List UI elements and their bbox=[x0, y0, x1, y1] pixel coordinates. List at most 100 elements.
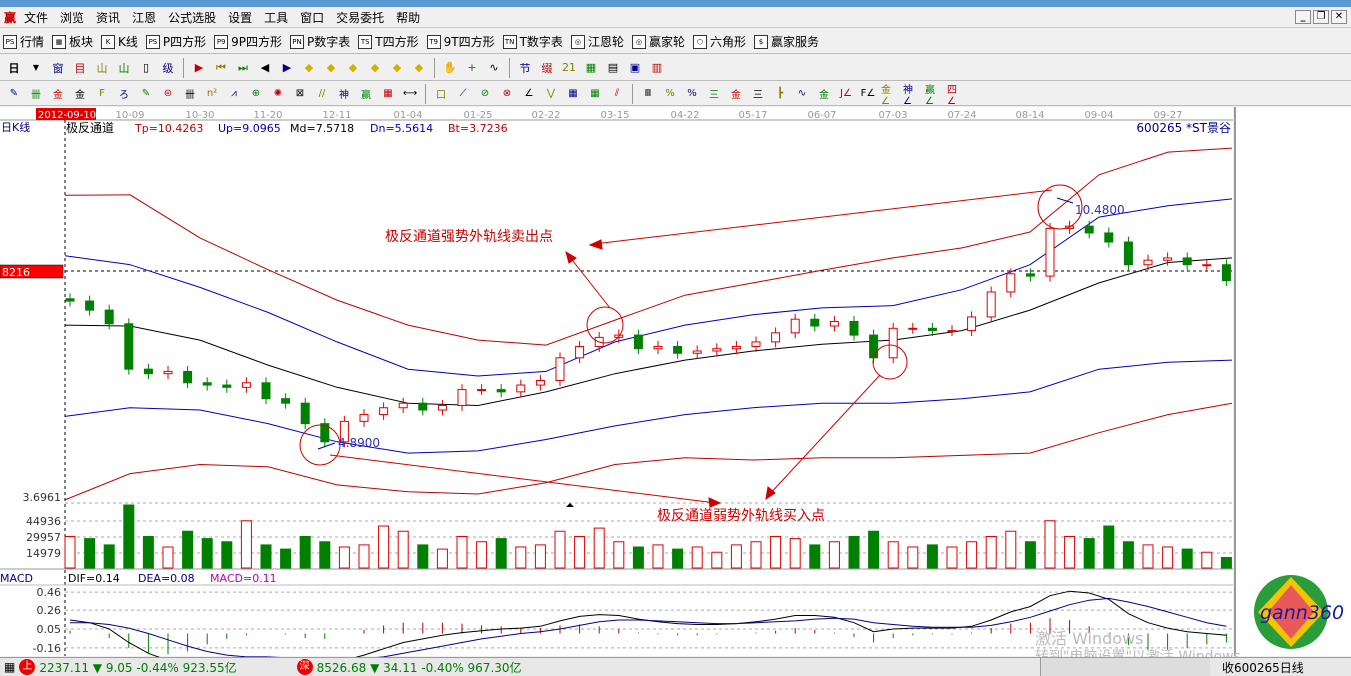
tool-icon[interactable]: 窗 bbox=[52, 61, 64, 75]
tool-icon[interactable]: ▤ bbox=[607, 61, 619, 74]
drawing-tool-icon[interactable]: J∠ bbox=[840, 88, 852, 99]
drawing-tool-icon[interactable]: F bbox=[99, 88, 105, 99]
tool-icon[interactable]: 缀 bbox=[541, 61, 553, 75]
menu-item[interactable]: 江恩 bbox=[132, 10, 157, 25]
drawing-tool-icon[interactable]: ろ bbox=[119, 90, 129, 101]
tool-icon[interactable]: 级 bbox=[162, 61, 174, 75]
toolbar-button[interactable]: P9 9P四方形 bbox=[214, 33, 282, 50]
period-selector[interactable]: 日 bbox=[8, 61, 20, 75]
toolbar-button[interactable]: $ 赢家服务 bbox=[753, 33, 819, 50]
drawing-tool-icon[interactable]: 赢 bbox=[361, 90, 371, 101]
drawing-tool-icon[interactable]: ⊜ bbox=[163, 88, 173, 99]
tool-icon[interactable]: ◆ bbox=[326, 61, 336, 74]
drawing-tool-icon[interactable]: ⊘ bbox=[480, 88, 490, 99]
drawing-tool-icon[interactable]: ⟋ bbox=[459, 88, 467, 99]
drawing-tool-icon[interactable]: ✎ bbox=[9, 88, 19, 99]
menu-item[interactable]: 帮助 bbox=[396, 10, 421, 25]
menu-item[interactable]: 资讯 bbox=[96, 10, 121, 25]
drawing-tool-icon[interactable]: ⊠ bbox=[295, 88, 305, 99]
tool-icon[interactable]: ◆ bbox=[392, 61, 402, 74]
restore-button[interactable]: ❐ bbox=[1313, 10, 1329, 24]
menu-item[interactable]: 浏览 bbox=[60, 10, 85, 25]
tool-icon[interactable]: 山 bbox=[118, 61, 130, 75]
toolbar-button[interactable]: ▦ 板块 bbox=[52, 33, 93, 50]
tool-icon[interactable]: ∿ bbox=[489, 61, 499, 74]
drawing-tool-icon[interactable]: F∠ bbox=[860, 88, 876, 99]
tool-icon[interactable]: 目 bbox=[74, 61, 86, 75]
drawing-tool-icon[interactable]: ▦ bbox=[383, 88, 393, 99]
drawing-tool-icon[interactable]: 赢∠ bbox=[925, 84, 935, 107]
toolbar-button[interactable]: PS 行情 bbox=[3, 33, 44, 50]
menu-item[interactable]: 公式选股 bbox=[168, 10, 217, 25]
toolbar-button[interactable]: PS P四方形 bbox=[145, 33, 206, 50]
drawing-tool-icon[interactable]: 金 bbox=[731, 90, 741, 101]
drawing-tool-icon[interactable]: ▦ bbox=[590, 88, 600, 99]
tool-icon[interactable]: ⏮ bbox=[216, 60, 226, 74]
drawing-tool-icon[interactable]: ┣ bbox=[776, 88, 784, 99]
tool-icon[interactable]: ◆ bbox=[348, 61, 358, 74]
tool-icon[interactable]: ▦ bbox=[585, 61, 597, 74]
drawing-tool-icon[interactable]: ⫽ bbox=[614, 88, 620, 99]
drawing-tool-icon[interactable]: 卌 bbox=[185, 90, 195, 101]
tool-icon[interactable]: ▶ bbox=[194, 61, 204, 74]
tool-icon[interactable]: ✋ bbox=[443, 61, 457, 74]
calendar-icon[interactable]: ▦ bbox=[4, 660, 16, 674]
drawing-tool-icon[interactable]: n² bbox=[206, 88, 218, 99]
drawing-tool-icon[interactable]: 金 bbox=[819, 90, 829, 101]
toolbar-button[interactable]: ◎ 赢家轮 bbox=[631, 33, 685, 50]
drawing-tool-icon[interactable]: ⟷ bbox=[402, 88, 418, 99]
drawing-tool-icon[interactable]: 神∠ bbox=[903, 84, 913, 107]
drawing-tool-icon[interactable]: 卌 bbox=[31, 90, 41, 101]
toolbar-button[interactable]: ⬡ 六角形 bbox=[692, 33, 746, 50]
drawing-tool-icon[interactable]: 神 bbox=[339, 90, 349, 101]
toolbar-button[interactable]: TS T四方形 bbox=[358, 33, 419, 50]
menu-item[interactable]: 交易委托 bbox=[336, 10, 385, 25]
drawing-tool-icon[interactable]: % bbox=[687, 88, 697, 99]
tool-icon[interactable]: ◆ bbox=[370, 61, 380, 74]
drawing-tool-icon[interactable]: ⊗ bbox=[502, 88, 512, 99]
drawing-tool-icon[interactable]: ✎ bbox=[141, 88, 151, 99]
drawing-tool-icon[interactable]: 金 bbox=[53, 90, 63, 101]
tool-icon[interactable]: ◆ bbox=[304, 61, 314, 74]
drawing-tool-icon[interactable]: 金∠ bbox=[881, 84, 891, 107]
menu-item[interactable]: 设置 bbox=[228, 10, 253, 25]
drawing-tool-icon[interactable]: ∠ bbox=[524, 88, 534, 99]
drawing-tool-icon[interactable]: 三 bbox=[753, 90, 763, 101]
tool-icon[interactable]: ▥ bbox=[651, 61, 663, 74]
tool-icon[interactable]: 21 bbox=[562, 61, 576, 74]
drawing-tool-icon[interactable]: ▦ bbox=[568, 88, 578, 99]
drawing-tool-icon[interactable]: ⊕ bbox=[251, 88, 261, 99]
tool-icon[interactable]: ◆ bbox=[414, 61, 424, 74]
drawing-tool-icon[interactable]: Ⅲ bbox=[644, 88, 652, 99]
drawing-tool-icon[interactable]: 三 bbox=[709, 90, 719, 101]
sh-index-quote[interactable]: 2237.11 ▼ 9.05 -0.44% 923.55亿 bbox=[39, 660, 237, 675]
drawing-tool-icon[interactable]: ⩘ bbox=[231, 88, 237, 99]
toolbar-button[interactable]: K K线 bbox=[101, 33, 138, 50]
tool-icon[interactable]: 山 bbox=[96, 61, 108, 75]
drawing-tool-icon[interactable]: % bbox=[665, 88, 675, 99]
menu-item[interactable]: 窗口 bbox=[300, 10, 325, 25]
tool-icon[interactable]: ▯ bbox=[142, 61, 150, 74]
sz-index-quote[interactable]: 8526.68 ▼ 34.11 -0.40% 967.30亿 bbox=[316, 660, 522, 675]
status-scroll[interactable] bbox=[1040, 658, 1210, 676]
tool-icon[interactable]: ⏭ bbox=[238, 60, 248, 74]
drawing-tool-icon[interactable]: 口 bbox=[436, 90, 446, 101]
menu-item[interactable]: 文件 bbox=[24, 10, 49, 25]
minimize-button[interactable]: _ bbox=[1295, 10, 1311, 24]
tool-icon[interactable]: 节 bbox=[519, 61, 531, 75]
toolbar-button[interactable]: T9 9T四方形 bbox=[426, 33, 495, 50]
toolbar-button[interactable]: ◎ 江恩轮 bbox=[570, 33, 624, 50]
tool-icon[interactable]: ▶ bbox=[282, 61, 292, 74]
drawing-tool-icon[interactable]: // bbox=[318, 88, 326, 99]
drawing-tool-icon[interactable]: 金 bbox=[75, 90, 85, 101]
drawing-tool-icon[interactable]: ⋁ bbox=[546, 88, 556, 99]
drawing-tool-icon[interactable]: 四∠ bbox=[947, 84, 957, 107]
close-button[interactable]: ✕ bbox=[1331, 10, 1347, 24]
tool-icon[interactable]: ◀ bbox=[260, 61, 270, 74]
menu-item[interactable]: 工具 bbox=[264, 10, 289, 25]
drawing-tool-icon[interactable]: ✺ bbox=[273, 88, 283, 99]
tool-icon[interactable]: + bbox=[467, 61, 477, 74]
toolbar-button[interactable]: TN T数字表 bbox=[502, 33, 563, 50]
dropdown-arrow-icon[interactable]: ▼ bbox=[32, 63, 40, 72]
tool-icon[interactable]: ▣ bbox=[629, 61, 641, 74]
